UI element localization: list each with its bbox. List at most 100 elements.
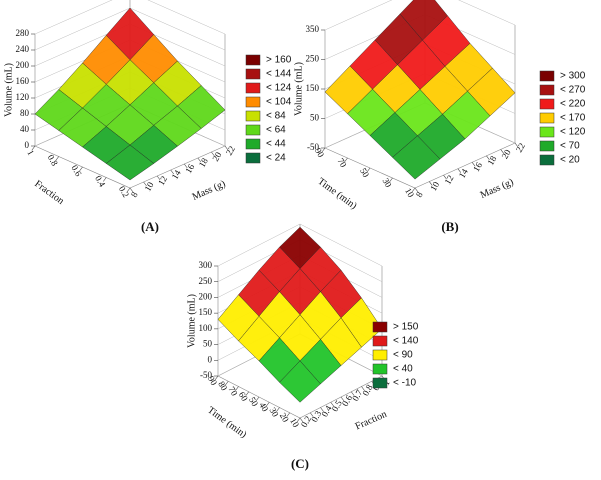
legend-swatch <box>245 138 261 150</box>
legend-label: < 40 <box>393 364 413 375</box>
x-tick <box>361 386 365 391</box>
legend-label: < 220 <box>560 99 586 110</box>
y-tick <box>286 412 290 417</box>
x-tick <box>457 168 462 173</box>
legend-swatch <box>539 154 555 166</box>
z-axis-label: Volume (mL) <box>3 63 14 117</box>
x-tick <box>486 155 490 161</box>
x-tick <box>514 142 519 148</box>
y-tick-label: 1 <box>25 148 36 157</box>
y-tick <box>79 166 83 172</box>
y-tick <box>126 187 131 193</box>
x-axis-label: Mass (g) <box>479 177 516 201</box>
legend-label: > 160 <box>266 55 292 66</box>
y-tick-label: 0.6 <box>69 163 84 178</box>
z-tick-label: 250 <box>306 54 320 64</box>
y-tick-label: 30 <box>380 176 393 189</box>
x-tick <box>351 391 355 396</box>
legend-label: > 300 <box>560 71 586 82</box>
x-tick-label: 8 <box>129 190 140 199</box>
legend-label: < -10 <box>393 378 417 389</box>
y-tick <box>411 187 416 193</box>
legend-label: < 120 <box>560 127 586 138</box>
x-tick <box>170 169 174 175</box>
z-tick-label: 350 <box>306 24 320 34</box>
z-tick-label: 250 <box>199 276 213 286</box>
x-tick <box>429 181 433 186</box>
legend-label: < 104 <box>266 97 292 108</box>
legend-swatch <box>245 96 261 108</box>
legend-label: < 20 <box>560 155 580 166</box>
legend-swatch <box>245 82 261 94</box>
x-tick <box>129 187 134 193</box>
z-tick-label: 280 <box>16 28 30 38</box>
legend-label: < 64 <box>266 125 286 136</box>
x-tick-label: 12 <box>156 174 169 187</box>
z-axis-label: Volume (mL) <box>186 294 197 348</box>
z-tick-label: 0 <box>25 140 30 150</box>
legend-swatch <box>372 363 388 375</box>
z-tick-label: 100 <box>199 323 213 333</box>
x-tick <box>184 163 188 169</box>
y-tick-label: 10 <box>403 186 416 199</box>
y-tick <box>296 417 301 423</box>
y-tick <box>321 147 326 153</box>
x-tick <box>330 402 334 407</box>
z-tick-label: 150 <box>199 307 213 317</box>
y-tick-label: 70 <box>335 156 348 169</box>
z-tick-label: -50 <box>200 370 212 380</box>
x-axis-label: Fraction <box>354 409 389 433</box>
legend-swatch <box>372 377 388 389</box>
z-tick-label: 150 <box>306 83 320 93</box>
legend-swatch <box>372 335 388 347</box>
x-tick-label: 22 <box>514 141 527 154</box>
z-tick-label: 120 <box>16 92 30 102</box>
y-tick <box>235 386 239 391</box>
z-tick-label: -50 <box>307 142 319 152</box>
legend-label: < 90 <box>393 350 413 361</box>
legend-swatch <box>372 349 388 361</box>
y-tick <box>344 157 348 163</box>
x-tick <box>443 174 447 180</box>
legend-label: < 24 <box>266 153 286 164</box>
x-tick <box>197 157 202 163</box>
legend-swatch <box>539 84 555 96</box>
legend-swatch <box>539 70 555 82</box>
panel-label: (A) <box>141 219 159 234</box>
panel-label: (B) <box>441 219 458 234</box>
legend-label: < 84 <box>266 111 286 122</box>
y-tick-label: 0.2 <box>117 184 131 199</box>
legend-swatch <box>539 112 555 124</box>
legend-swatch <box>372 321 388 333</box>
x-axis-label: Mass (g) <box>191 178 228 202</box>
legend-swatch <box>539 98 555 110</box>
legend-swatch <box>245 110 261 122</box>
x-tick-label: 22 <box>224 144 237 157</box>
z-tick-label: 300 <box>199 260 213 270</box>
legend-label: < 170 <box>560 113 586 124</box>
x-tick-label: 8 <box>414 190 425 199</box>
y-tick <box>389 177 393 183</box>
x-tick <box>310 412 314 417</box>
z-tick-label: 160 <box>16 76 30 86</box>
y-tick <box>103 177 107 182</box>
y-tick <box>366 167 371 173</box>
y-tick-label: 0.4 <box>93 174 108 189</box>
z-tick-label: 200 <box>16 60 30 70</box>
surface-patch <box>105 144 155 181</box>
z-tick-label: 0 <box>208 354 213 364</box>
y-tick <box>255 396 260 402</box>
y-tick <box>214 375 219 381</box>
z-axis-label: Volume (mL) <box>293 62 304 116</box>
y-tick-label: 50 <box>358 166 371 179</box>
legend-label: < 270 <box>560 85 586 96</box>
x-tick <box>224 145 229 151</box>
y-tick <box>31 145 36 151</box>
legend-label: < 144 <box>266 69 292 80</box>
x-tick <box>320 407 324 412</box>
x-tick <box>414 187 419 193</box>
legend-swatch <box>245 152 261 164</box>
legend-label: < 44 <box>266 139 286 150</box>
z-tick-label: 50 <box>310 113 320 123</box>
